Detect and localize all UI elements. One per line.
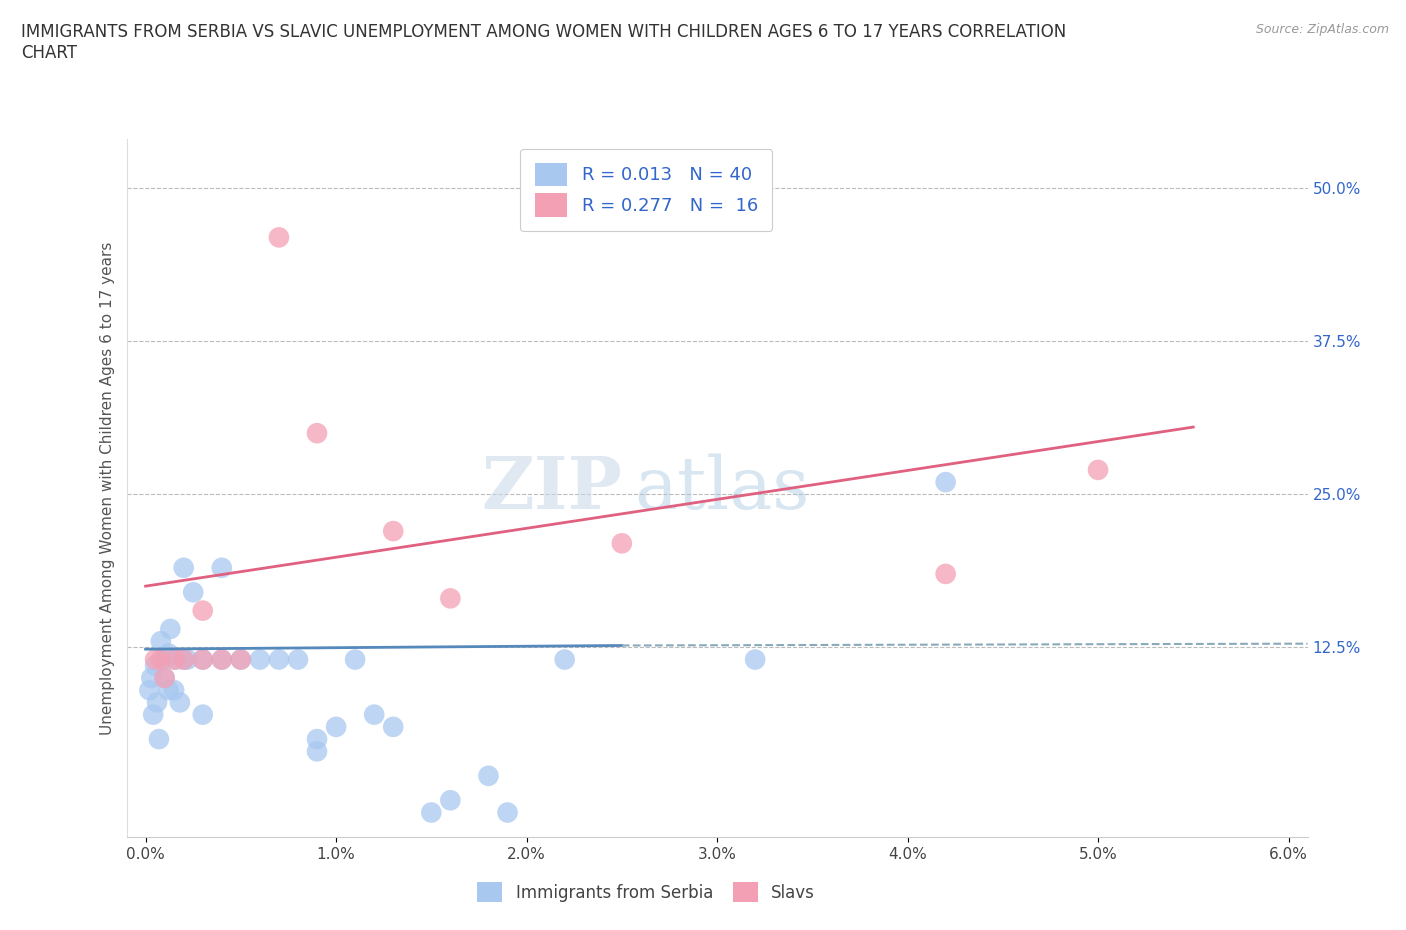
Point — [191, 652, 214, 667]
Point — [935, 566, 957, 581]
Point — [305, 732, 328, 747]
Point — [229, 652, 252, 667]
Point — [211, 652, 233, 667]
Point — [325, 720, 347, 735]
Point — [363, 707, 385, 722]
Point — [165, 652, 187, 667]
Text: atlas: atlas — [634, 453, 810, 524]
Point — [173, 652, 195, 667]
Text: ZIP: ZIP — [482, 453, 623, 524]
Point — [191, 707, 214, 722]
Point — [153, 671, 176, 685]
Point — [157, 683, 180, 698]
Point — [287, 652, 309, 667]
Point — [211, 652, 233, 667]
Point — [382, 524, 405, 538]
Point — [163, 652, 186, 667]
Point — [554, 652, 576, 667]
Point — [143, 658, 166, 673]
Point — [173, 561, 195, 576]
Point — [477, 768, 499, 783]
Point — [146, 695, 169, 710]
Point — [267, 652, 290, 667]
Point — [744, 652, 766, 667]
Point — [157, 646, 180, 661]
Point — [142, 707, 165, 722]
Point — [169, 695, 191, 710]
Point — [149, 652, 172, 667]
Point — [249, 652, 271, 667]
Point — [496, 805, 519, 820]
Point — [148, 732, 170, 747]
Point — [935, 474, 957, 489]
Point — [1087, 462, 1109, 477]
Point — [141, 671, 163, 685]
Legend: Immigrants from Serbia, Slavs: Immigrants from Serbia, Slavs — [471, 875, 823, 909]
Point — [191, 652, 214, 667]
Point — [163, 683, 186, 698]
Text: IMMIGRANTS FROM SERBIA VS SLAVIC UNEMPLOYMENT AMONG WOMEN WITH CHILDREN AGES 6 T: IMMIGRANTS FROM SERBIA VS SLAVIC UNEMPLO… — [21, 23, 1066, 62]
Point — [159, 621, 181, 636]
Point — [420, 805, 443, 820]
Point — [211, 561, 233, 576]
Point — [191, 604, 214, 618]
Point — [439, 793, 461, 808]
Point — [181, 585, 204, 600]
Point — [305, 744, 328, 759]
Text: Source: ZipAtlas.com: Source: ZipAtlas.com — [1256, 23, 1389, 36]
Y-axis label: Unemployment Among Women with Children Ages 6 to 17 years: Unemployment Among Women with Children A… — [100, 242, 115, 735]
Point — [305, 426, 328, 441]
Point — [267, 230, 290, 245]
Point — [610, 536, 633, 551]
Point — [229, 652, 252, 667]
Point — [173, 652, 195, 667]
Point — [138, 683, 160, 698]
Point — [153, 652, 176, 667]
Point — [382, 720, 405, 735]
Point — [143, 652, 166, 667]
Point — [176, 652, 198, 667]
Point — [153, 671, 176, 685]
Point — [149, 633, 172, 648]
Point — [344, 652, 367, 667]
Point — [439, 591, 461, 605]
